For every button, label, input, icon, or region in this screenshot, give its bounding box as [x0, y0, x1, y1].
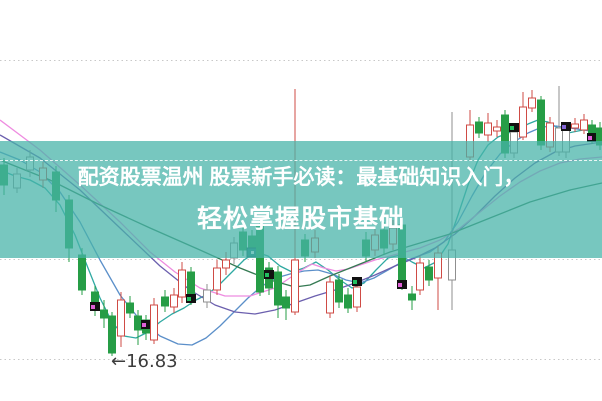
low-price-annotation: ←16.83 [111, 351, 178, 372]
candle [580, 119, 588, 131]
candle [150, 304, 158, 341]
candle [291, 259, 299, 313]
candle [425, 266, 433, 281]
candle [344, 294, 352, 309]
candle [335, 279, 343, 303]
candle [571, 123, 579, 129]
candle [134, 315, 142, 331]
candle [416, 262, 424, 291]
candle [108, 315, 116, 354]
candle [178, 269, 186, 298]
banner-dotted-gridline [0, 160, 602, 161]
candle [353, 286, 361, 308]
candle [282, 296, 290, 309]
candle [274, 271, 282, 306]
candle [126, 302, 134, 314]
candle [475, 121, 483, 134]
candle [117, 299, 125, 337]
candle [484, 122, 492, 136]
candle [408, 293, 416, 301]
candle [537, 99, 545, 146]
headline-line-2: 轻松掌握股市基础 [196, 205, 405, 233]
candle [78, 254, 86, 291]
candle [213, 267, 221, 291]
candle [519, 106, 527, 138]
candle [222, 259, 230, 269]
candle [203, 289, 211, 303]
candle [170, 294, 178, 308]
candle [161, 296, 169, 307]
candle [528, 97, 536, 109]
candle [100, 309, 108, 319]
headline-line-1: 配资股票温州 股票新手必读：最基础知识入门， [77, 166, 525, 189]
candle [326, 281, 334, 314]
candle [493, 126, 501, 132]
headline-banner: 配资股票温州 股票新手必读：最基础知识入门， 轻松掌握股市基础 [0, 141, 602, 258]
